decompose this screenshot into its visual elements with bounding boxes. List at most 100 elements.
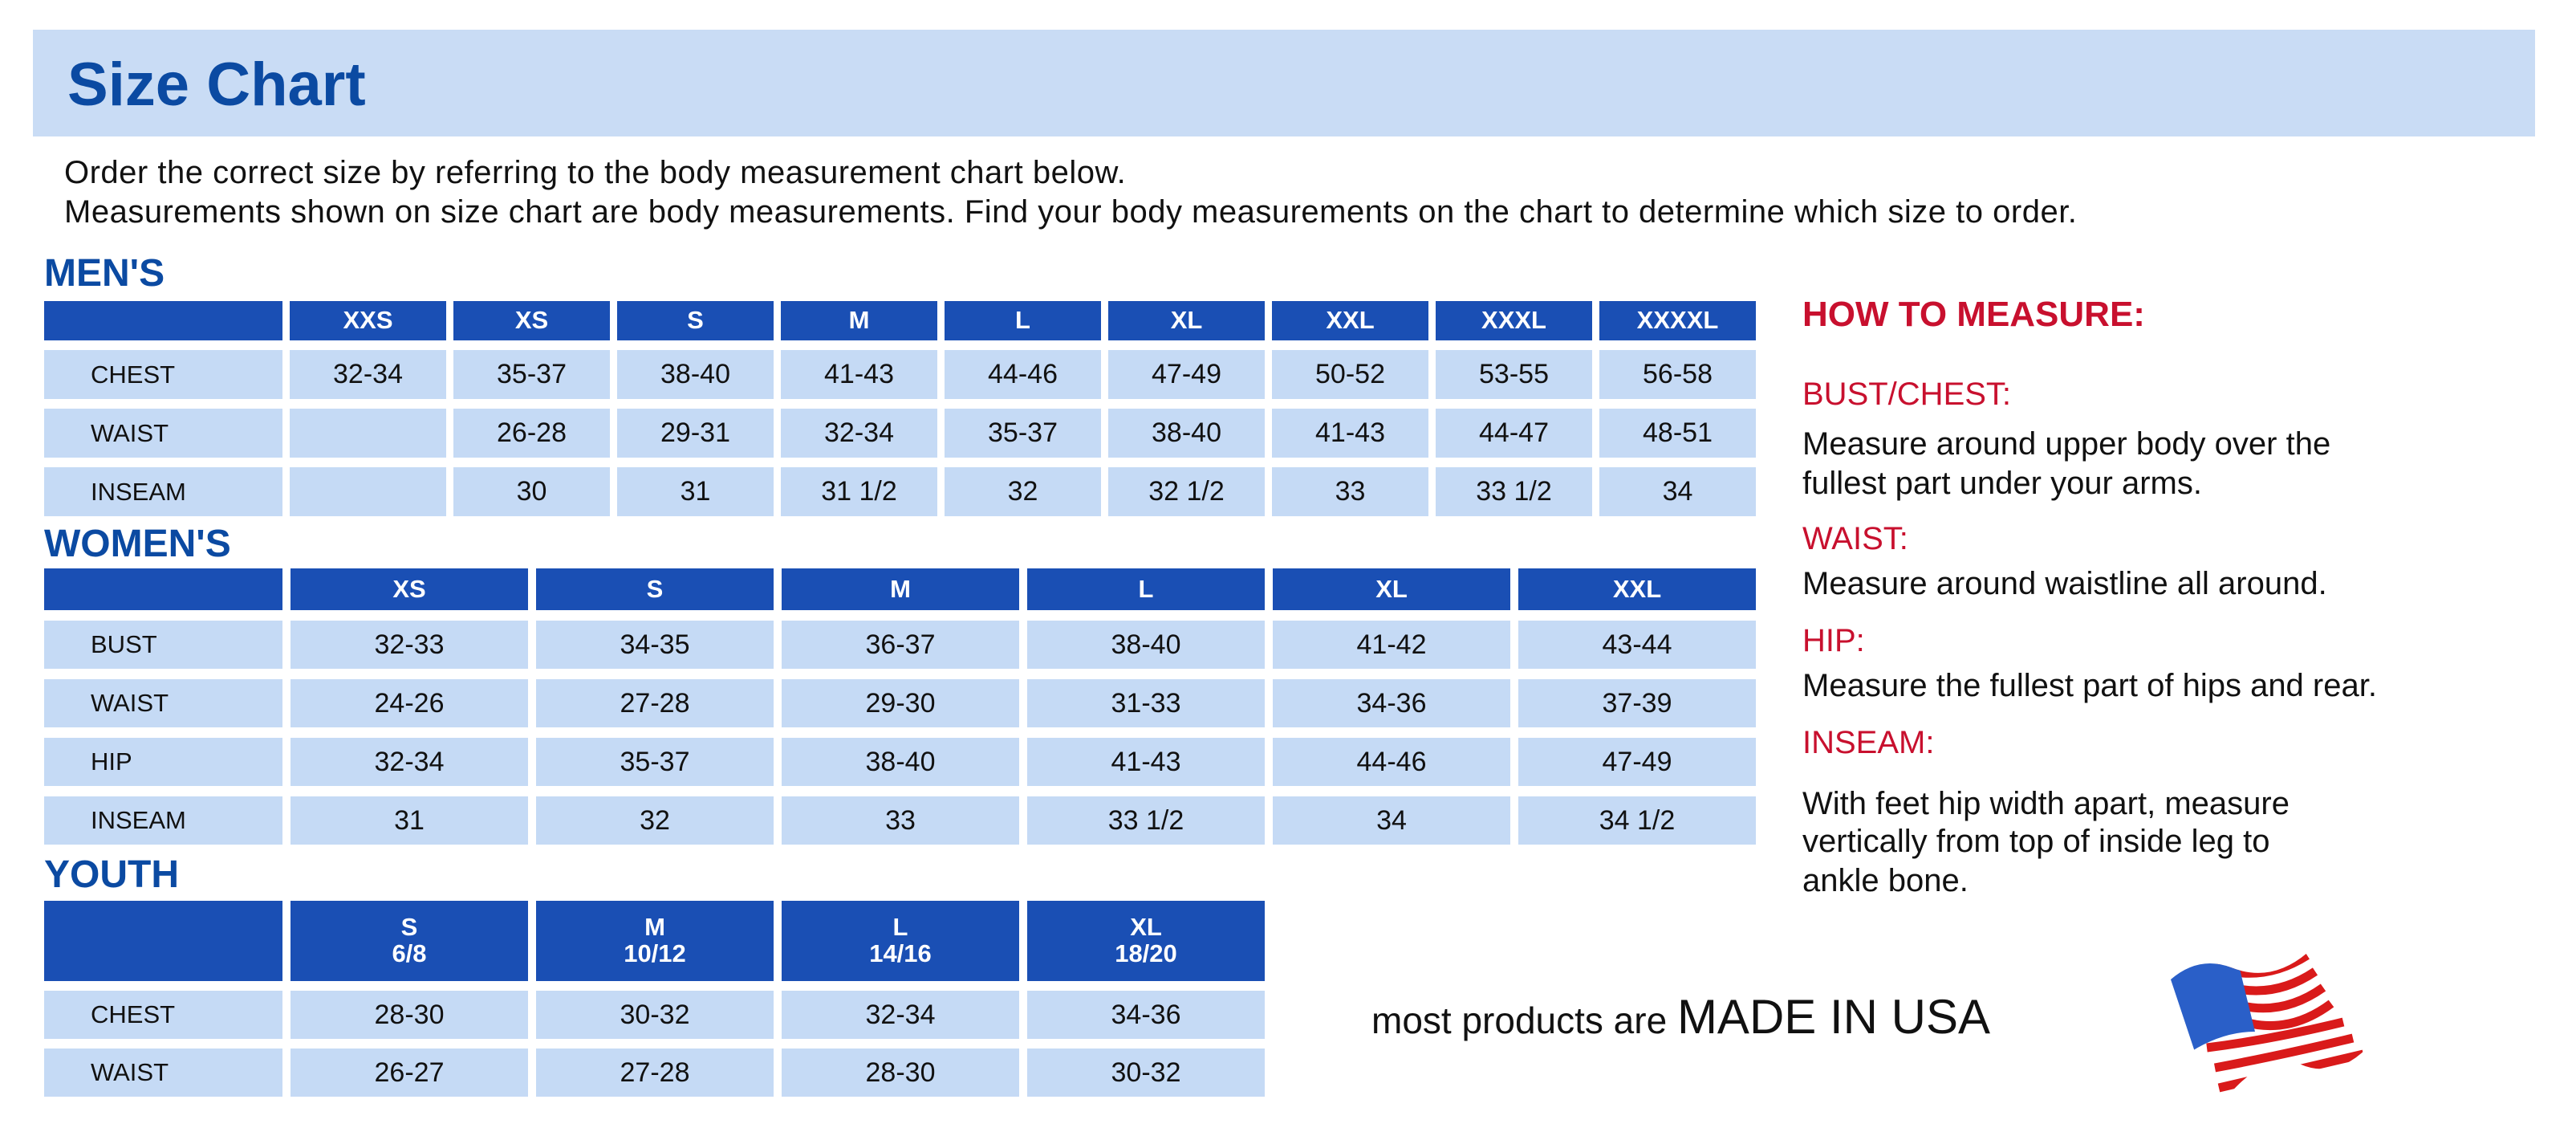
table-cell: 41-43: [1272, 409, 1428, 458]
table-cell: 47-49: [1108, 350, 1265, 399]
table-cell: 28-30: [782, 1049, 1019, 1097]
size-label: XS: [514, 306, 549, 335]
how-to-measure-title: HOW TO MEASURE:: [1802, 295, 2145, 334]
waist-text: Measure around waistline all around.: [1802, 566, 2327, 601]
table-cell: 38-40: [617, 350, 774, 399]
table-header-corner: [44, 301, 282, 340]
table-cell: 34-36: [1027, 991, 1265, 1039]
table-cell: 34-36: [1273, 679, 1510, 727]
size-header-xs: XS: [291, 568, 528, 610]
table-cell: 47-49: [1518, 738, 1756, 786]
size-label: XL: [1130, 913, 1162, 942]
table-cell: 29-30: [782, 679, 1019, 727]
table-cell: 30: [453, 467, 610, 516]
table-cell: 35-37: [945, 409, 1101, 458]
table-cell: 34: [1273, 796, 1510, 845]
table-cell: 34-35: [536, 621, 774, 669]
inseam-text-1: With feet hip width apart, measure: [1802, 786, 2290, 821]
inseam-heading: INSEAM:: [1802, 725, 1935, 760]
table-cell: 41-43: [781, 350, 937, 399]
table-header-corner: [44, 568, 282, 610]
row-label-bust: BUST: [44, 621, 282, 669]
size-header-xxs: XXS: [290, 301, 446, 340]
table-cell: 27-28: [536, 1049, 774, 1097]
table-cell: 32: [536, 796, 774, 845]
row-label-chest: CHEST: [44, 350, 282, 399]
row-label-waist: WAIST: [44, 409, 282, 458]
table-cell: 34 1/2: [1518, 796, 1756, 845]
size-header-m: M 10/12: [536, 901, 774, 981]
row-label-hip: HIP: [44, 738, 282, 786]
table-cell: [290, 467, 446, 516]
size-label: S: [687, 306, 704, 335]
table-cell: 34: [1599, 467, 1756, 516]
table-cell: 30-32: [1027, 1049, 1265, 1097]
table-cell: 32-33: [291, 621, 528, 669]
title-band: [33, 30, 2535, 136]
age-range-label: 10/12: [624, 939, 686, 967]
table-cell: 38-40: [1027, 621, 1265, 669]
table-cell: 30-32: [536, 991, 774, 1039]
age-range-label: 14/16: [869, 939, 932, 967]
waist-heading: WAIST:: [1802, 521, 1908, 556]
size-header-l: L 14/16: [782, 901, 1019, 981]
made-in-usa-prefix: most products are: [1371, 1000, 1668, 1041]
size-label: XXS: [343, 306, 393, 335]
table-cell: 38-40: [782, 738, 1019, 786]
table-cell: 43-44: [1518, 621, 1756, 669]
table-cell: 44-46: [945, 350, 1101, 399]
table-cell: 32-34: [291, 738, 528, 786]
table-cell: 32-34: [781, 409, 937, 458]
table-cell: 33: [782, 796, 1019, 845]
table-cell: 35-37: [453, 350, 610, 399]
table-cell: 32 1/2: [1108, 467, 1265, 516]
table-cell: 44-47: [1436, 409, 1592, 458]
size-header-xl: XL: [1108, 301, 1265, 340]
table-cell: [290, 409, 446, 458]
table-cell: 28-30: [291, 991, 528, 1039]
table-cell: 53-55: [1436, 350, 1592, 399]
size-label: S: [646, 574, 664, 603]
age-range-label: 18/20: [1115, 939, 1177, 967]
page-title: Size Chart: [67, 51, 366, 119]
womens-size-table: XS S M L XL XXL BUST 32-33 34-35 36-37 38-40 41-42 4…: [44, 568, 1756, 845]
table-cell: 38-40: [1108, 409, 1265, 458]
size-header-m: M: [781, 301, 937, 340]
size-label: XS: [392, 574, 426, 603]
table-cell: 33: [1272, 467, 1428, 516]
size-header-xl: XL 18/20: [1027, 901, 1265, 981]
size-label: XXL: [1612, 574, 1662, 603]
bust-chest-text-2: fullest part under your arms.: [1802, 466, 2202, 501]
table-cell: 48-51: [1599, 409, 1756, 458]
intro-line-2: Measurements shown on size chart are bod…: [64, 194, 2078, 230]
size-label: XL: [1170, 306, 1203, 335]
size-label: M: [644, 913, 665, 942]
row-label-waist: WAIST: [44, 679, 282, 727]
table-cell: 31-33: [1027, 679, 1265, 727]
row-label-chest: CHEST: [44, 991, 282, 1039]
size-label: M: [848, 306, 870, 335]
table-cell: 33 1/2: [1027, 796, 1265, 845]
mens-heading: MEN'S: [44, 252, 165, 295]
size-label: XXL: [1326, 306, 1375, 335]
table-cell: 31: [617, 467, 774, 516]
bust-chest-text-1: Measure around upper body over the: [1802, 426, 2331, 462]
size-header-xxl: XXL: [1518, 568, 1756, 610]
size-header-s: S 6/8: [291, 901, 528, 981]
size-label: XL: [1375, 574, 1408, 603]
inseam-text-3: ankle bone.: [1802, 863, 1969, 898]
table-cell: 35-37: [536, 738, 774, 786]
size-header-xxxxl: XXXXL: [1599, 301, 1756, 340]
table-cell: 32: [945, 467, 1101, 516]
table-cell: 32-34: [290, 350, 446, 399]
row-label-waist: WAIST: [44, 1049, 282, 1097]
table-cell: 26-27: [291, 1049, 528, 1097]
table-cell: 41-42: [1273, 621, 1510, 669]
size-header-l: L: [945, 301, 1101, 340]
hip-text: Measure the fullest part of hips and rea…: [1802, 668, 2377, 703]
size-label: XXXL: [1481, 306, 1546, 335]
size-header-xxxl: XXXL: [1436, 301, 1592, 340]
size-label: M: [890, 574, 911, 603]
table-cell: 24-26: [291, 679, 528, 727]
youth-heading: YOUTH: [44, 853, 179, 896]
